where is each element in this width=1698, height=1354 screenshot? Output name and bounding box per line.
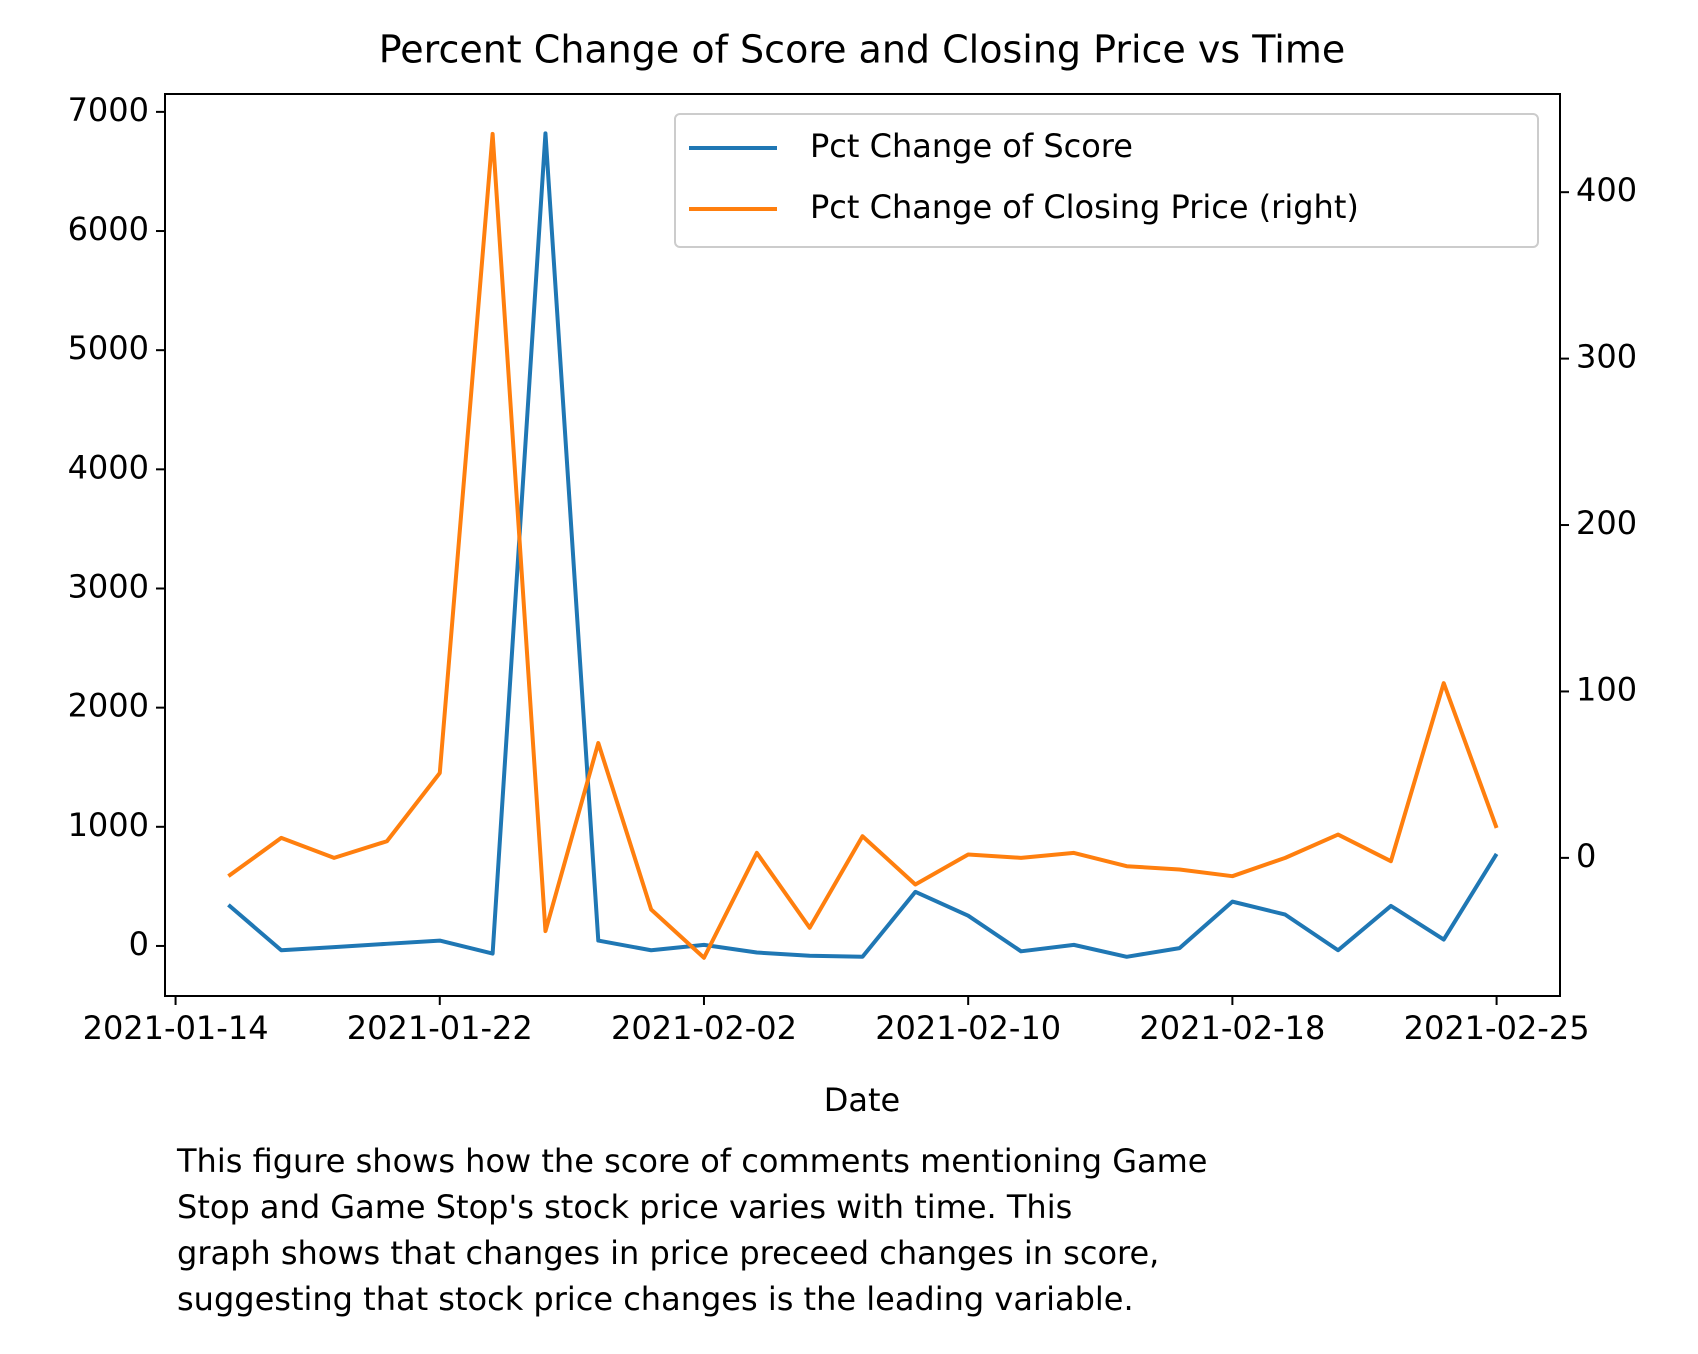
y-tick-label: 2000: [68, 687, 149, 725]
x-tick-label: 2021-01-14: [83, 1009, 269, 1047]
plot-frame: [164, 93, 1561, 997]
legend-label: Pct Change of Score: [810, 127, 1133, 165]
y-tick-label: 7000: [68, 91, 149, 129]
x-tick-label: 2021-01-22: [347, 1009, 533, 1047]
x-tick-label: 2021-02-10: [875, 1009, 1061, 1047]
y2-tick-label: 0: [1576, 837, 1596, 875]
legend-label: Pct Change of Closing Price (right): [810, 188, 1359, 226]
caption-line: Stop and Game Stop's stock price varies …: [177, 1188, 1072, 1226]
caption-line: This figure shows how the score of comme…: [176, 1142, 1207, 1180]
y-tick-label: 5000: [68, 329, 149, 367]
y-tick-label: 6000: [68, 210, 149, 248]
y2-tick-label: 200: [1576, 504, 1637, 542]
caption-line: suggesting that stock price changes is t…: [177, 1280, 1134, 1318]
x-axis-label: Date: [824, 1081, 900, 1119]
y2-tick-label: 300: [1576, 338, 1637, 376]
y-tick-label: 4000: [68, 448, 149, 486]
y-tick-label: 3000: [68, 567, 149, 605]
chart-title: Percent Change of Score and Closing Pric…: [379, 28, 1346, 72]
y-tick-label: 1000: [68, 806, 149, 844]
caption-line: graph shows that changes in price precee…: [177, 1234, 1159, 1272]
x-tick-label: 2021-02-02: [611, 1009, 797, 1047]
line-series: [227, 131, 1499, 960]
legend-box: [674, 113, 1539, 248]
x-tick-label: 2021-02-25: [1404, 1009, 1590, 1047]
y2-tick-label: 100: [1576, 670, 1637, 708]
y2-tick-label: 400: [1576, 171, 1637, 209]
y-tick-label: 0: [129, 925, 149, 963]
line-series: [227, 131, 1499, 959]
x-tick-label: 2021-02-18: [1139, 1009, 1325, 1047]
